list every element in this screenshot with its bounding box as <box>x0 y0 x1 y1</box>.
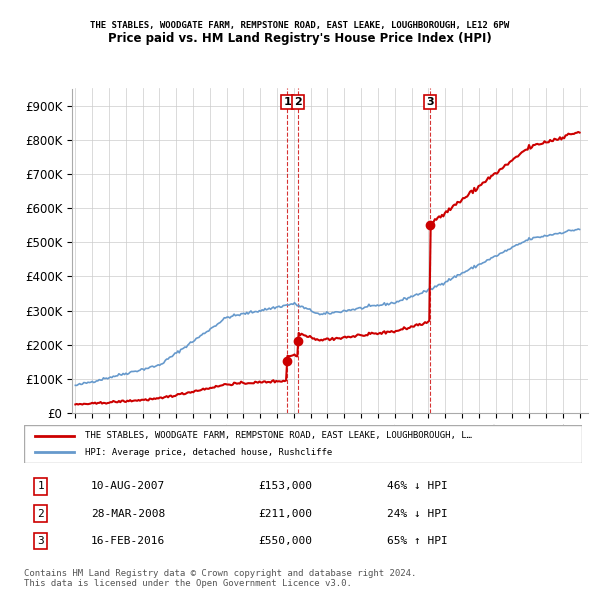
Text: Price paid vs. HM Land Registry's House Price Index (HPI): Price paid vs. HM Land Registry's House … <box>108 32 492 45</box>
Text: THE STABLES, WOODGATE FARM, REMPSTONE ROAD, EAST LEAKE, LOUGHBOROUGH, L…: THE STABLES, WOODGATE FARM, REMPSTONE RO… <box>85 431 472 440</box>
Text: 65% ↑ HPI: 65% ↑ HPI <box>387 536 448 546</box>
Text: 16-FEB-2016: 16-FEB-2016 <box>91 536 165 546</box>
Text: 2: 2 <box>37 509 44 519</box>
Text: Contains HM Land Registry data © Crown copyright and database right 2024.: Contains HM Land Registry data © Crown c… <box>24 569 416 578</box>
FancyBboxPatch shape <box>24 425 582 463</box>
Text: 2: 2 <box>294 97 302 107</box>
Text: 1: 1 <box>283 97 291 107</box>
Text: £211,000: £211,000 <box>259 509 313 519</box>
Text: 24% ↓ HPI: 24% ↓ HPI <box>387 509 448 519</box>
Text: £550,000: £550,000 <box>259 536 313 546</box>
Text: £153,000: £153,000 <box>259 481 313 491</box>
Text: 1: 1 <box>37 481 44 491</box>
Text: HPI: Average price, detached house, Rushcliffe: HPI: Average price, detached house, Rush… <box>85 448 332 457</box>
Text: 46% ↓ HPI: 46% ↓ HPI <box>387 481 448 491</box>
Text: 28-MAR-2008: 28-MAR-2008 <box>91 509 165 519</box>
Text: 3: 3 <box>37 536 44 546</box>
Text: This data is licensed under the Open Government Licence v3.0.: This data is licensed under the Open Gov… <box>24 579 352 588</box>
Text: 10-AUG-2007: 10-AUG-2007 <box>91 481 165 491</box>
Text: 3: 3 <box>427 97 434 107</box>
Text: THE STABLES, WOODGATE FARM, REMPSTONE ROAD, EAST LEAKE, LOUGHBOROUGH, LE12 6PW: THE STABLES, WOODGATE FARM, REMPSTONE RO… <box>91 21 509 30</box>
